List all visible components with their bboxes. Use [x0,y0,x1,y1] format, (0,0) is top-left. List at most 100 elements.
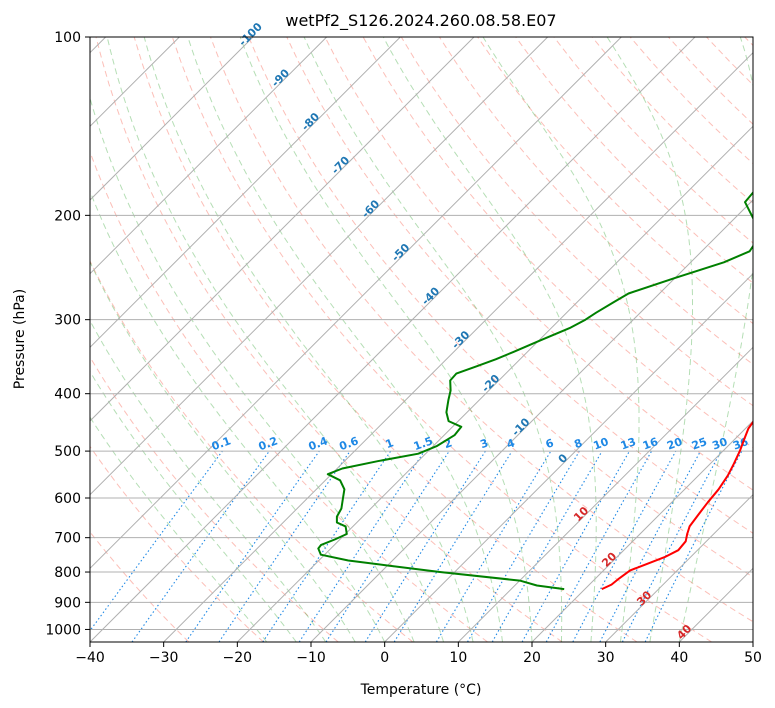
mixing-ratio-label: 30 [710,435,729,453]
moist-adiabat [606,37,693,642]
isotherm-label: -10 [509,415,532,438]
mixing-ratio-line [218,450,351,642]
x-tick-label: 20 [523,650,541,666]
isotherm-line [384,272,753,642]
y-tick-label: 300 [54,313,81,329]
dry-adiabat [668,37,753,125]
dewpoint-profile [317,191,753,591]
x-tick-label: 40 [670,650,688,666]
x-tick-label: 10 [449,650,467,666]
moist-adiabat [90,319,327,642]
y-tick-label: 900 [54,595,81,611]
mixing-ratio-line [393,450,513,642]
y-tick-label: 600 [54,491,81,507]
moist-adiabat [90,416,268,642]
grid-lines [90,37,753,642]
background-lines [90,37,753,642]
isotherm-line [310,199,753,642]
x-tick-label: 30 [597,650,615,666]
isotherm-label: -60 [359,197,382,220]
dry-adiabat [515,37,753,284]
mixing-ratio-line [572,450,677,642]
dry-adiabat [95,37,563,642]
mixing-ratio-label: 13 [619,435,638,452]
mixing-ratio-line [521,450,630,642]
dry-adiabat [90,150,488,642]
profiles [317,191,753,591]
mixing-ratio-label: 0.1 [210,434,233,453]
mixing-ratio-label: 20 [665,435,684,453]
isotherm-label: -100 [236,20,265,49]
mixing-ratio-line [599,450,701,642]
y-tick-label: 200 [54,208,81,224]
x-tick-label: −10 [296,650,326,666]
isotherm-line [605,493,753,642]
isotherm-label: -70 [329,154,352,177]
moist-adiabat [90,189,386,642]
isotherm-line [752,641,753,642]
plot-frame [89,36,754,643]
isotherm-label: 40 [674,622,694,642]
isotherm-line [163,51,753,642]
isotherm-line [236,125,753,642]
x-tick-label: 0 [380,650,389,666]
dry-adiabat [90,356,339,642]
moist-adiabat [382,37,597,642]
moist-adiabat [678,37,753,642]
mixing-ratio-line [545,450,653,642]
dry-adiabat [133,37,638,642]
isotherm-line [90,37,622,570]
mixing-ratio-line [262,450,392,642]
isotherm-label: 30 [634,588,654,608]
x-tick-label: −40 [75,650,105,666]
x-axis-label: Temperature (°C) [360,682,482,698]
isotherm-line [90,37,401,349]
y-axis-label: Pressure (hPa) [12,289,28,389]
x-tick-label: −20 [223,650,253,666]
dry-adiabat [553,37,753,244]
mixing-ratio-line [185,450,320,642]
mixing-ratio-label: 16 [641,435,660,453]
dry-adiabat [744,37,753,47]
dry-adiabat [706,37,753,86]
mixing-ratio-label: 36 [731,435,750,453]
isotherm-label: -50 [389,241,412,264]
moist-adiabat [106,37,445,642]
mixing-ratio-label: 3 [478,436,490,451]
dry-adiabat [248,37,753,578]
dry-adiabat [591,37,753,204]
mixing-ratio-line [325,450,450,642]
isotherm-label: -90 [269,66,292,89]
mixing-ratio-label: 10 [592,435,611,453]
isotherm-line [90,37,549,496]
isotherm-line [678,567,753,642]
mixing-ratio-label: 6 [544,436,556,451]
mixing-ratio-line [90,450,223,632]
isotherm-label: 10 [571,504,591,524]
isotherm-label: -20 [479,372,502,395]
moist-adiabat [90,260,356,642]
mixing-ratio-label: 0.6 [338,434,361,453]
isotherm-line [531,420,753,642]
isotherm-label: 20 [599,549,619,569]
y-tick-label: 400 [54,387,81,403]
y-tick-label: 1000 [45,622,81,638]
dry-adiabat [210,37,753,623]
x-tick-label: −30 [149,650,179,666]
y-tick-label: 800 [54,565,81,581]
mixing-ratio-label: 1.5 [412,434,435,453]
dry-adiabat [324,37,753,491]
isotherm-line [90,37,475,422]
isotherm-line [90,37,254,201]
moist-adiabat [90,370,297,642]
moist-adiabat [239,37,533,642]
y-tick-label: 500 [54,444,81,460]
isotherm-label: -40 [419,284,442,307]
y-axis: 100 200 300 400 500 600 700 800 900 1000 [45,30,90,638]
mixing-ratio-label: 25 [690,435,709,452]
mixing-ratio-line [131,450,270,642]
moist-adiabat [482,37,640,642]
x-axis: −40 −30 −20 −10 0 10 20 30 40 50 [75,642,762,666]
mixing-ratio-line [364,450,486,642]
dry-adiabat [90,445,264,642]
